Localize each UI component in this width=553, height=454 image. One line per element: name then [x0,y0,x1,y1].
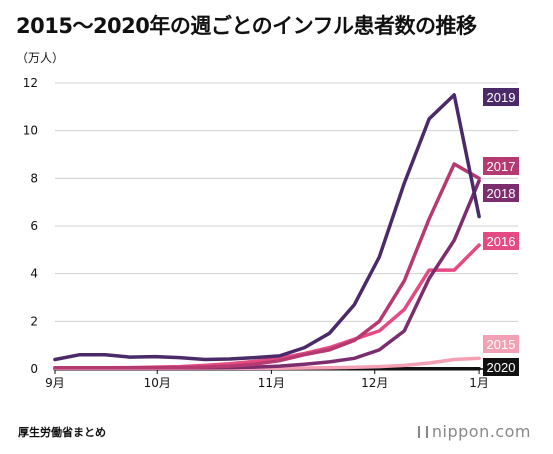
y-tick-label: 2 [30,314,38,328]
x-axis: 9月 10月 11月 12月 1月 [45,369,489,390]
series-label-2018: 2018 [483,184,519,202]
grid-lines [55,82,518,370]
x-tick-label: 9月 [45,376,65,390]
series-label-box [483,88,519,106]
series-label-text: 2018 [487,186,516,201]
x-tick-label: 12月 [361,376,388,390]
series-label-box [483,157,519,175]
x-tick-label: 1月 [469,376,489,390]
series-label-text: 2016 [487,234,516,249]
x-tick-label: 11月 [258,376,285,390]
chart-title: 2015〜2020年の週ごとのインフル患者数の推移 [16,14,477,38]
series-labels: 2019 2017 2018 2016 2015 2020 [483,88,519,376]
brand-mark-icon [417,425,428,438]
series-label-text: 2019 [487,90,516,105]
series-label-2016: 2016 [483,232,519,250]
y-tick-label: 12 [23,76,38,90]
series-label-box [483,335,519,353]
brand-name: nippon.com [431,422,531,441]
series-label-2019: 2019 [483,88,519,106]
series-lines [53,93,481,371]
series-label-box [483,232,519,250]
series-label-box [483,358,519,376]
y-tick-label: 6 [30,219,38,233]
series-label-box [483,184,519,202]
y-tick-label: 10 [23,124,38,138]
y-tick-label: 4 [30,267,38,281]
brand-logo: nippon.com [417,422,531,441]
y-tick-label: 8 [30,171,38,185]
series-label-2015: 2015 [483,335,519,353]
x-tick-label: 10月 [144,376,171,390]
series-label-2017: 2017 [483,157,519,175]
source-note: 厚生労働省まとめ [18,426,106,439]
series-line-2017 [53,162,481,370]
series-label-2020: 2020 [483,358,519,376]
series-label-text: 2017 [487,159,516,174]
y-tick-label: 0 [30,362,38,376]
series-label-text: 2020 [487,360,516,375]
y-axis-ticks: 0 2 4 6 8 10 12 [23,76,38,376]
series-label-text: 2015 [487,337,516,352]
series-line-2018 [53,178,481,370]
y-axis-label: （万人） [16,51,64,65]
series-line-2019 [53,93,481,362]
